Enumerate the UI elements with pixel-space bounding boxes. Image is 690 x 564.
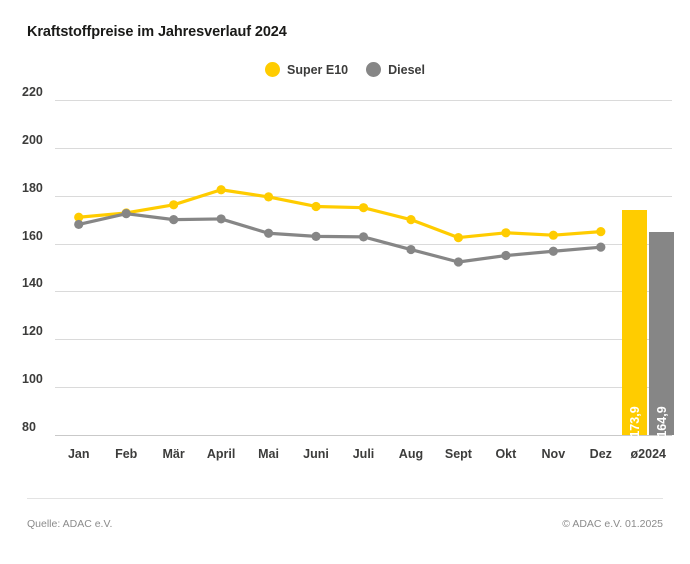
- x-tick-label: Juli: [352, 447, 375, 461]
- x-tick-label: April: [206, 447, 236, 461]
- y-tick-label: 220: [22, 85, 43, 99]
- bar-value-label: 164,9: [654, 406, 669, 438]
- x-tick-label: Mai: [258, 447, 279, 461]
- data-point-marker[interactable]: [216, 185, 226, 195]
- gridline: [55, 339, 672, 341]
- y-tick-label: 120: [22, 324, 43, 339]
- y-tick-label: 100: [22, 372, 43, 387]
- x-tick-label: Mär: [162, 447, 185, 461]
- data-point-marker[interactable]: [169, 200, 179, 210]
- data-point-marker[interactable]: [358, 232, 369, 242]
- x-tick-label: Nov: [541, 447, 566, 461]
- data-point-marker[interactable]: [548, 246, 558, 256]
- data-point-marker[interactable]: [596, 227, 606, 237]
- x-tick-label: Dez: [589, 447, 612, 461]
- gridline: [55, 147, 672, 149]
- source-note: Quelle: ADAC e.V.: [27, 518, 113, 530]
- circle-marker-icon: [265, 62, 280, 77]
- legend-item-super-e10[interactable]: Super E10: [265, 62, 348, 77]
- x-tick-label: Jan: [67, 447, 90, 461]
- series-line: [77, 188, 603, 240]
- series-layer: [74, 185, 606, 267]
- data-point-marker[interactable]: [453, 257, 464, 267]
- legend-item-label: Diesel: [388, 62, 425, 77]
- y-tick-label: 160: [22, 228, 43, 243]
- data-point-marker[interactable]: [74, 212, 84, 222]
- gridline: [55, 100, 672, 101]
- legend-item-diesel[interactable]: Diesel: [366, 62, 425, 77]
- y-tick-label: 80: [22, 420, 36, 434]
- data-point-marker[interactable]: [121, 209, 131, 219]
- data-point-marker[interactable]: [358, 203, 369, 213]
- gridline: [55, 291, 672, 293]
- plot-area: 80 100 120 140 160 180 200 220 Jan Feb Mär April Ma…: [22, 85, 675, 461]
- data-point-marker[interactable]: [311, 201, 321, 212]
- data-point-marker[interactable]: [406, 244, 416, 255]
- chart-legend: Super E10 Diesel: [0, 62, 690, 77]
- data-point-marker[interactable]: [453, 232, 464, 243]
- data-point-marker[interactable]: [263, 192, 274, 202]
- footer-divider: [27, 498, 663, 499]
- data-point-marker[interactable]: [169, 215, 179, 225]
- data-point-marker[interactable]: [216, 214, 226, 224]
- x-tick-label: Okt: [495, 447, 517, 461]
- data-point-marker[interactable]: [74, 219, 84, 230]
- x-tick-label: Feb: [115, 447, 138, 461]
- data-point-marker[interactable]: [596, 242, 606, 252]
- data-point-marker[interactable]: [501, 250, 511, 261]
- average-bar[interactable]: 164,9: [649, 231, 675, 438]
- data-point-marker[interactable]: [406, 215, 416, 225]
- x-tick-label: Aug: [398, 447, 424, 461]
- data-point-marker[interactable]: [311, 231, 321, 241]
- data-point-marker[interactable]: [548, 230, 558, 240]
- gridline: [55, 243, 672, 245]
- data-point-marker[interactable]: [501, 228, 511, 238]
- circle-marker-icon: [366, 62, 382, 77]
- y-tick-label: 180: [22, 180, 43, 195]
- gridline: [55, 387, 672, 389]
- series-line: [77, 212, 603, 264]
- y-tick-label: 200: [22, 132, 43, 147]
- x-tick-label: Juni: [303, 447, 329, 461]
- x-tick-label: ø2024: [630, 447, 666, 461]
- x-tick-label: Sept: [444, 447, 472, 461]
- page-title: Kraftstoffpreise im Jahresverlauf 2024: [27, 24, 287, 40]
- data-point-marker[interactable]: [263, 228, 274, 238]
- copyright-note: © ADAC e.V. 01.2025: [562, 518, 663, 530]
- average-bar[interactable]: 173,9: [622, 210, 648, 438]
- y-tick-label: 140: [22, 276, 43, 291]
- axis-baseline: [55, 435, 672, 436]
- bar-value-label: 173,9: [627, 406, 642, 438]
- legend-item-label: Super E10: [287, 62, 349, 77]
- gridline: [55, 195, 672, 197]
